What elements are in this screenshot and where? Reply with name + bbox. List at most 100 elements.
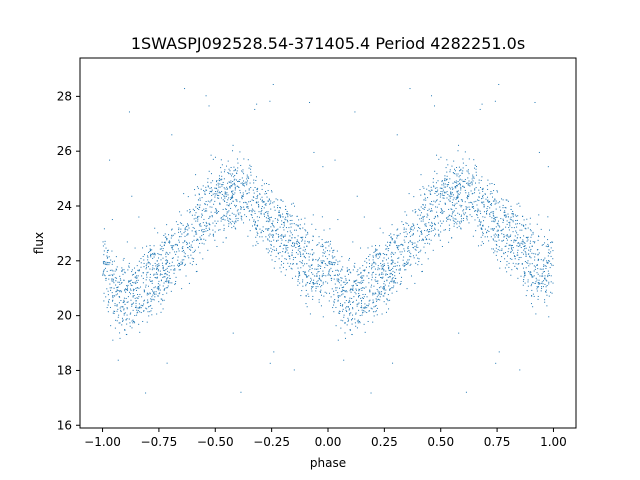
data-point (490, 191, 492, 193)
data-point (414, 248, 416, 250)
data-point (502, 199, 504, 201)
data-point (447, 164, 449, 166)
data-point (248, 210, 250, 212)
data-point (164, 242, 166, 244)
data-point (458, 166, 460, 168)
data-point (126, 285, 128, 287)
data-point (320, 245, 322, 247)
data-point (111, 250, 113, 252)
data-point (398, 245, 400, 247)
data-point (156, 260, 158, 262)
data-point (481, 103, 483, 105)
data-point (256, 234, 258, 236)
data-point (235, 215, 237, 217)
data-point (246, 192, 248, 194)
data-point (329, 292, 330, 294)
data-point (282, 216, 284, 218)
data-point (460, 214, 462, 216)
data-point (529, 263, 531, 265)
data-point (381, 267, 383, 269)
data-point (428, 238, 430, 240)
data-point (172, 269, 174, 271)
data-point (136, 275, 138, 277)
data-point (190, 246, 192, 248)
data-point (433, 185, 435, 187)
data-point (544, 265, 546, 267)
data-point (450, 193, 452, 195)
data-point (354, 318, 356, 320)
data-point (236, 210, 238, 212)
data-point (228, 205, 230, 207)
data-point (238, 180, 240, 182)
data-point (229, 181, 231, 183)
data-point (422, 238, 424, 240)
data-point (227, 217, 229, 219)
data-point (171, 229, 173, 231)
data-point (441, 209, 443, 211)
data-point (436, 187, 438, 189)
data-point (172, 234, 174, 236)
data-point (490, 211, 492, 213)
data-point (208, 235, 210, 237)
data-point (514, 214, 516, 216)
data-point (285, 227, 287, 229)
data-point (435, 182, 437, 184)
data-point (265, 248, 267, 250)
data-point (386, 279, 388, 281)
data-point (199, 223, 201, 225)
data-point (468, 158, 470, 160)
data-point (410, 227, 412, 229)
data-point (126, 308, 128, 310)
data-point (123, 297, 125, 299)
data-point (430, 239, 432, 241)
data-point (234, 169, 236, 171)
data-point (354, 291, 356, 293)
data-point (409, 241, 411, 243)
data-point (550, 251, 552, 253)
data-point (135, 302, 137, 304)
data-point (421, 233, 423, 235)
data-point (344, 302, 346, 304)
data-point (303, 255, 305, 257)
data-point (138, 287, 140, 289)
data-point (397, 261, 399, 263)
data-point (481, 202, 483, 204)
data-point (441, 180, 443, 182)
data-point (428, 222, 430, 224)
data-point (321, 285, 323, 287)
data-point (538, 236, 540, 238)
data-point (308, 270, 310, 272)
data-point (315, 259, 317, 261)
data-point (172, 249, 174, 251)
data-point (165, 236, 167, 238)
data-point (509, 258, 511, 260)
data-point (391, 292, 393, 294)
data-point (305, 274, 307, 276)
data-point (511, 258, 513, 260)
y-tick-label: 22 (57, 254, 72, 268)
data-point (533, 265, 535, 267)
data-point (358, 293, 360, 295)
data-point (356, 271, 358, 273)
data-point (528, 253, 530, 255)
data-point (472, 235, 474, 237)
data-point (320, 265, 322, 267)
data-point (366, 304, 368, 306)
data-point (343, 314, 345, 316)
data-point (203, 238, 205, 240)
data-point (158, 263, 160, 265)
data-point (460, 215, 462, 217)
data-point (272, 230, 274, 232)
data-point (299, 251, 301, 253)
data-point (375, 304, 377, 306)
data-point (147, 262, 149, 264)
data-point (521, 263, 523, 265)
data-point (446, 217, 448, 219)
data-point (403, 227, 405, 229)
data-point (487, 188, 489, 190)
data-point (131, 284, 133, 286)
data-point (451, 195, 453, 197)
data-point (237, 209, 239, 211)
data-point (458, 194, 460, 196)
